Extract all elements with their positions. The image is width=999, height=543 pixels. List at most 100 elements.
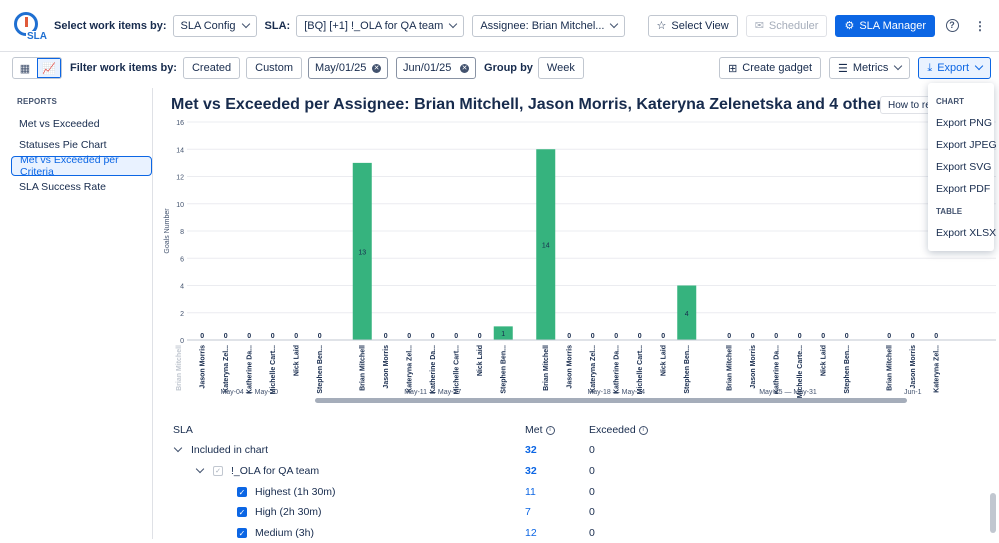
sidebar-item-met-vs-exceeded[interactable]: Met vs Exceeded [11, 114, 152, 134]
table-row[interactable]: ✓ Medium (3h) [237, 523, 314, 543]
bar [352, 162, 372, 340]
sidebar-item-met-vs-exceeded-criteria[interactable]: Met vs Exceeded per Criteria [11, 154, 152, 178]
bar-value-label: 0 [845, 333, 849, 340]
sla-dropdown[interactable]: [BQ] [+1] !_OLA for QA team [296, 14, 465, 37]
table-row[interactable]: ✓ High (2h 30m) [237, 502, 322, 522]
y-tick-label: 12 [176, 175, 184, 182]
bar-value-label: 0 [661, 333, 665, 340]
table-row[interactable]: ✓ Highest (1h 30m) [237, 482, 336, 502]
chevron-down-icon [449, 19, 458, 28]
chart-horizontal-scrollbar[interactable] [315, 398, 907, 403]
group-by-label: Group by [484, 62, 533, 74]
y-tick-label: 2 [180, 311, 184, 318]
assignee-dropdown[interactable]: Assignee: Brian Mitchel... [472, 14, 626, 37]
export-jpeg-item[interactable]: Export JPEG [936, 139, 997, 151]
group-label: May-04 — May-10 [220, 389, 278, 396]
x-tick-label: Brian Mitchell [176, 345, 183, 391]
bar-value-label: 0 [591, 333, 595, 340]
x-tick-label: Nick Laid [660, 345, 667, 376]
bar [536, 149, 556, 340]
exceeded-column-header: Exceeded i [589, 420, 648, 440]
sidebar-item-statuses-pie[interactable]: Statuses Pie Chart [11, 135, 152, 155]
x-tick-label: Stephen Ben... [684, 345, 691, 394]
info-icon[interactable]: i [545, 425, 555, 435]
created-button[interactable]: Created [182, 57, 241, 79]
export-xlsx-item[interactable]: Export XLSX [936, 227, 997, 239]
bar-value-label: 4 [685, 311, 689, 318]
clear-icon[interactable]: ✕ [460, 63, 470, 73]
chart-view-icon[interactable]: 📈 [37, 58, 61, 78]
export-svg-item[interactable]: Export SVG [936, 161, 992, 173]
exceeded-value: 0 [589, 465, 595, 477]
row-label: Included in chart [191, 444, 269, 456]
date-from-input[interactable]: May/01/25 ✕ [308, 57, 389, 79]
x-tick-label: Jason Morris [383, 345, 390, 389]
sla-manager-label: SLA Manager [859, 19, 926, 32]
export-dropdown[interactable]: ⤓ Export [918, 57, 991, 79]
exceeded-header-text: Exceeded [589, 424, 636, 436]
table-view-icon[interactable]: ▦ [19, 62, 31, 75]
config-dropdown[interactable]: SLA Config [172, 14, 257, 37]
row-label: Highest (1h 30m) [255, 486, 336, 498]
bar-value-label: 0 [384, 333, 388, 340]
sla-manager-button[interactable]: ⚙ SLA Manager [835, 14, 935, 37]
group-by-dropdown[interactable]: Week [537, 57, 584, 79]
select-view-button[interactable]: ☆ Select View [647, 14, 738, 37]
bar-value-label: 0 [271, 333, 275, 340]
date-to-input[interactable]: Jun/01/25 ✕ [396, 57, 477, 79]
group-label: May-18 — May-24 [587, 389, 645, 396]
create-gadget-button[interactable]: ⊞ Create gadget [719, 57, 821, 79]
help-icon[interactable]: ? [941, 15, 963, 37]
x-tick-label: Nick Laid [820, 345, 827, 376]
filter-toolbar: ▦ 📈 Filter work items by: Created Custom… [0, 55, 999, 81]
mail-icon: ✉ [754, 20, 764, 32]
metrics-label: Metrics [852, 62, 889, 74]
met-value[interactable]: 12 [525, 527, 537, 539]
table-row[interactable]: Included in chart [173, 440, 269, 460]
bar-value-label: 13 [358, 249, 366, 256]
bar-value-label: 14 [542, 243, 550, 250]
report-main: Met vs Exceeded per Assignee: Brian Mitc… [153, 88, 999, 539]
x-tick-label: Brian Mitchell [359, 345, 366, 391]
table-section-heading: TABLE [936, 206, 963, 216]
checkbox[interactable]: ✓ [237, 487, 247, 497]
clear-icon[interactable]: ✕ [372, 63, 382, 73]
assignee-value: Assignee: Brian Mitchel... [480, 19, 605, 32]
scheduler-button[interactable]: ✉ Scheduler [745, 14, 828, 37]
page-vertical-scrollbar[interactable] [990, 493, 996, 533]
x-tick-label: Kateryna Zel... [933, 345, 940, 393]
bar-value-label: 0 [407, 333, 411, 340]
table-row[interactable]: ✓ !_OLA for QA team [195, 461, 320, 481]
checkbox[interactable]: ✓ [237, 528, 247, 538]
met-value[interactable]: 11 [525, 486, 536, 498]
bar-value-label: 0 [431, 333, 435, 340]
bar-value-label: 1 [501, 331, 505, 338]
metrics-dropdown[interactable]: ☰ Metrics [829, 57, 911, 79]
checkbox[interactable]: ✓ [213, 466, 223, 476]
checkbox[interactable]: ✓ [237, 507, 247, 517]
met-value[interactable]: 7 [525, 506, 531, 518]
y-tick-label: 0 [180, 338, 184, 345]
exceeded-value: 0 [589, 486, 595, 498]
custom-button[interactable]: Custom [246, 57, 303, 79]
row-label: !_OLA for QA team [231, 465, 320, 477]
sidebar-item-success-rate[interactable]: SLA Success Rate [11, 177, 152, 197]
x-tick-label: Kateryna Zel... [223, 345, 230, 393]
top-bar: SLA Select work items by: SLA Config SLA… [0, 0, 999, 52]
export-pdf-item[interactable]: Export PDF [936, 183, 991, 195]
chevron-down-icon[interactable] [195, 464, 205, 474]
group-label: May-25 — May-31 [759, 389, 817, 396]
row-label: High (2h 30m) [255, 506, 322, 518]
bar-value-label: 0 [727, 333, 731, 340]
bar-value-label: 0 [478, 333, 482, 340]
export-png-item[interactable]: Export PNG [936, 117, 993, 129]
info-icon[interactable]: i [638, 425, 648, 435]
met-header-text: Met [525, 424, 543, 436]
met-value[interactable]: 32 [525, 465, 537, 477]
bar-value-label: 0 [798, 333, 802, 340]
chevron-down-icon [974, 61, 984, 71]
more-icon[interactable]: ⋮ [974, 18, 986, 33]
met-value[interactable]: 32 [525, 444, 537, 456]
chevron-down-icon[interactable] [173, 443, 183, 453]
exceeded-value: 0 [589, 506, 595, 518]
